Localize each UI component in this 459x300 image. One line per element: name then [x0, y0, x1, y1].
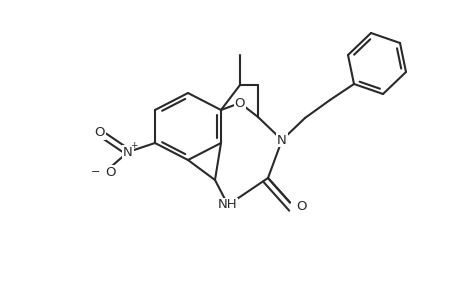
Text: O: O	[95, 127, 105, 140]
Text: +: +	[130, 142, 137, 151]
Text: O: O	[295, 200, 306, 214]
Text: O: O	[234, 97, 245, 110]
Text: N: N	[276, 134, 286, 146]
Text: N: N	[123, 146, 133, 158]
Text: NH: NH	[218, 199, 237, 212]
Text: O: O	[105, 166, 115, 178]
Text: −: −	[90, 167, 100, 177]
